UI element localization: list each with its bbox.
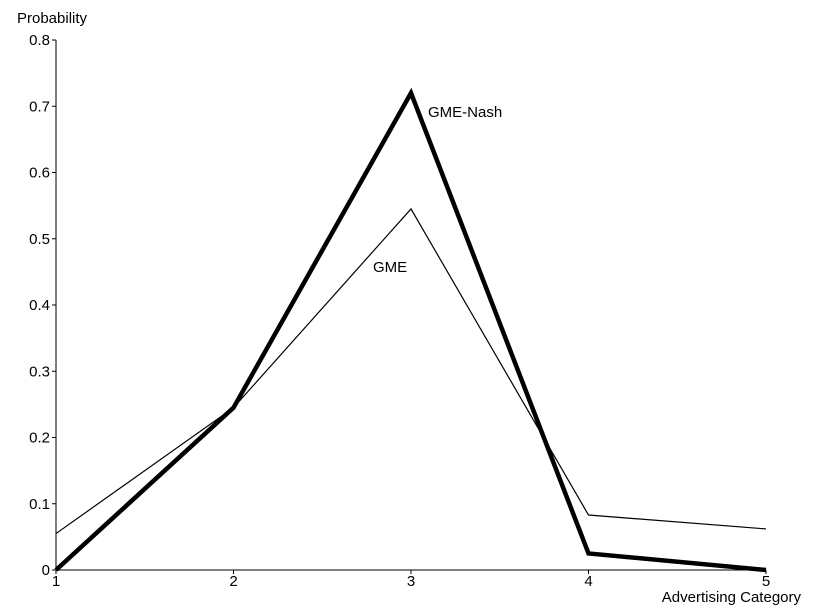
series-label-gme: GME [373,259,407,276]
series-line-gme [55,207,767,535]
series-group [54,87,767,573]
x-tick-label: 2 [229,573,237,590]
x-tick-label: 3 [407,573,415,590]
axes [52,39,767,574]
y-tick-label: 0.3 [29,363,50,380]
series-label-gme-nash: GME-Nash [428,104,502,121]
y-tick-label: 0.1 [29,496,50,513]
x-axis-label: Advertising Category [662,589,802,606]
series-labels: GME-Nash GME [373,104,502,276]
x-tick-label: 4 [584,573,592,590]
y-tick-label: 0.8 [29,32,50,49]
x-tick-label: 5 [762,573,770,590]
y-tick-label: 0.6 [29,165,50,182]
y-tick-label: 0.2 [29,430,50,447]
y-tick-label: 0.5 [29,231,50,248]
y-tick-label: 0.7 [29,98,50,115]
y-axis-label: Probability [17,10,88,27]
y-tick-label: 0 [42,562,50,579]
series-line-gme-nash [54,87,767,573]
y-tick-label: 0.4 [29,297,50,314]
tick-labels: 0 0.1 0.2 0.3 0.4 0.5 0.6 0.7 0.8 1 2 3 4 5 [29,32,770,590]
axis-labels: Probability Advertising Category [17,10,801,606]
x-tick-label: 1 [52,573,60,590]
